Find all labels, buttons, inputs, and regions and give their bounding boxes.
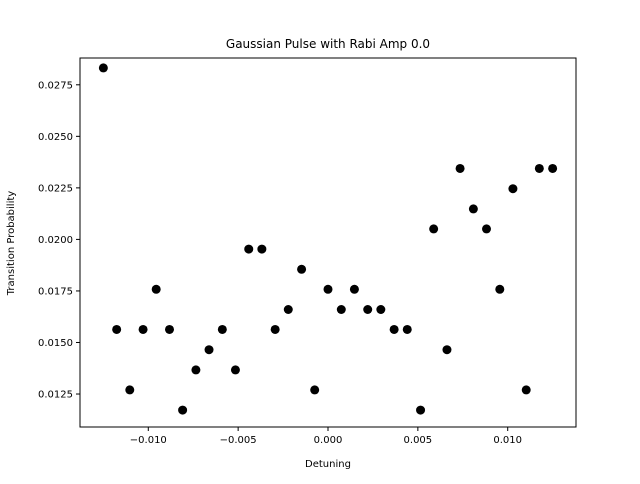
data-point bbox=[323, 284, 333, 294]
data-point bbox=[283, 304, 293, 314]
data-point bbox=[204, 345, 214, 355]
data-point bbox=[363, 304, 373, 314]
x-tick-label: −0.005 bbox=[220, 435, 257, 446]
data-point bbox=[151, 284, 161, 294]
data-point bbox=[178, 405, 188, 415]
data-point bbox=[534, 163, 544, 173]
x-axis-label: Detuning bbox=[305, 459, 351, 470]
data-point bbox=[416, 405, 426, 415]
x-tick-label: 0.005 bbox=[404, 435, 433, 446]
data-point bbox=[217, 324, 227, 334]
x-tick-label: 0.010 bbox=[493, 435, 522, 446]
y-axis-label: Transition Probability bbox=[6, 191, 17, 296]
data-point bbox=[270, 324, 280, 334]
data-point bbox=[310, 385, 320, 395]
data-point bbox=[138, 324, 148, 334]
data-point bbox=[297, 264, 307, 274]
data-point bbox=[468, 204, 478, 214]
data-point bbox=[495, 284, 505, 294]
y-tick-label: 0.0250 bbox=[38, 132, 73, 143]
data-point bbox=[257, 244, 267, 254]
data-point bbox=[389, 324, 399, 334]
data-point bbox=[230, 365, 240, 375]
x-tick-label: −0.010 bbox=[130, 435, 167, 446]
data-point bbox=[112, 324, 122, 334]
chart-title: Gaussian Pulse with Rabi Amp 0.0 bbox=[226, 37, 430, 51]
y-tick-label: 0.0125 bbox=[38, 390, 73, 401]
data-point bbox=[482, 224, 492, 234]
data-point bbox=[98, 63, 108, 73]
data-point bbox=[336, 304, 346, 314]
data-point bbox=[455, 163, 465, 173]
y-tick-label: 0.0150 bbox=[38, 338, 73, 349]
data-point bbox=[376, 304, 386, 314]
y-tick-label: 0.0275 bbox=[38, 80, 73, 91]
data-point bbox=[125, 385, 135, 395]
data-point bbox=[521, 385, 531, 395]
data-points bbox=[98, 63, 558, 415]
y-tick-label: 0.0175 bbox=[38, 286, 73, 297]
data-point bbox=[349, 284, 359, 294]
data-point bbox=[442, 345, 452, 355]
data-point bbox=[429, 224, 439, 234]
x-axis-ticks: −0.010 −0.005 0.000 0.005 0.010 bbox=[130, 427, 522, 446]
y-tick-label: 0.0225 bbox=[38, 183, 73, 194]
data-point bbox=[244, 244, 254, 254]
data-point bbox=[548, 163, 558, 173]
data-point bbox=[164, 324, 174, 334]
data-point bbox=[402, 324, 412, 334]
data-point bbox=[191, 365, 201, 375]
plot-area-frame bbox=[79, 57, 577, 428]
y-axis-ticks: 0.0125 0.0150 0.0175 0.0200 0.0225 0.0250 0.02… bbox=[38, 80, 80, 401]
x-tick-label: 0.000 bbox=[314, 435, 343, 446]
y-tick-label: 0.0200 bbox=[38, 235, 73, 246]
data-point bbox=[508, 184, 518, 194]
